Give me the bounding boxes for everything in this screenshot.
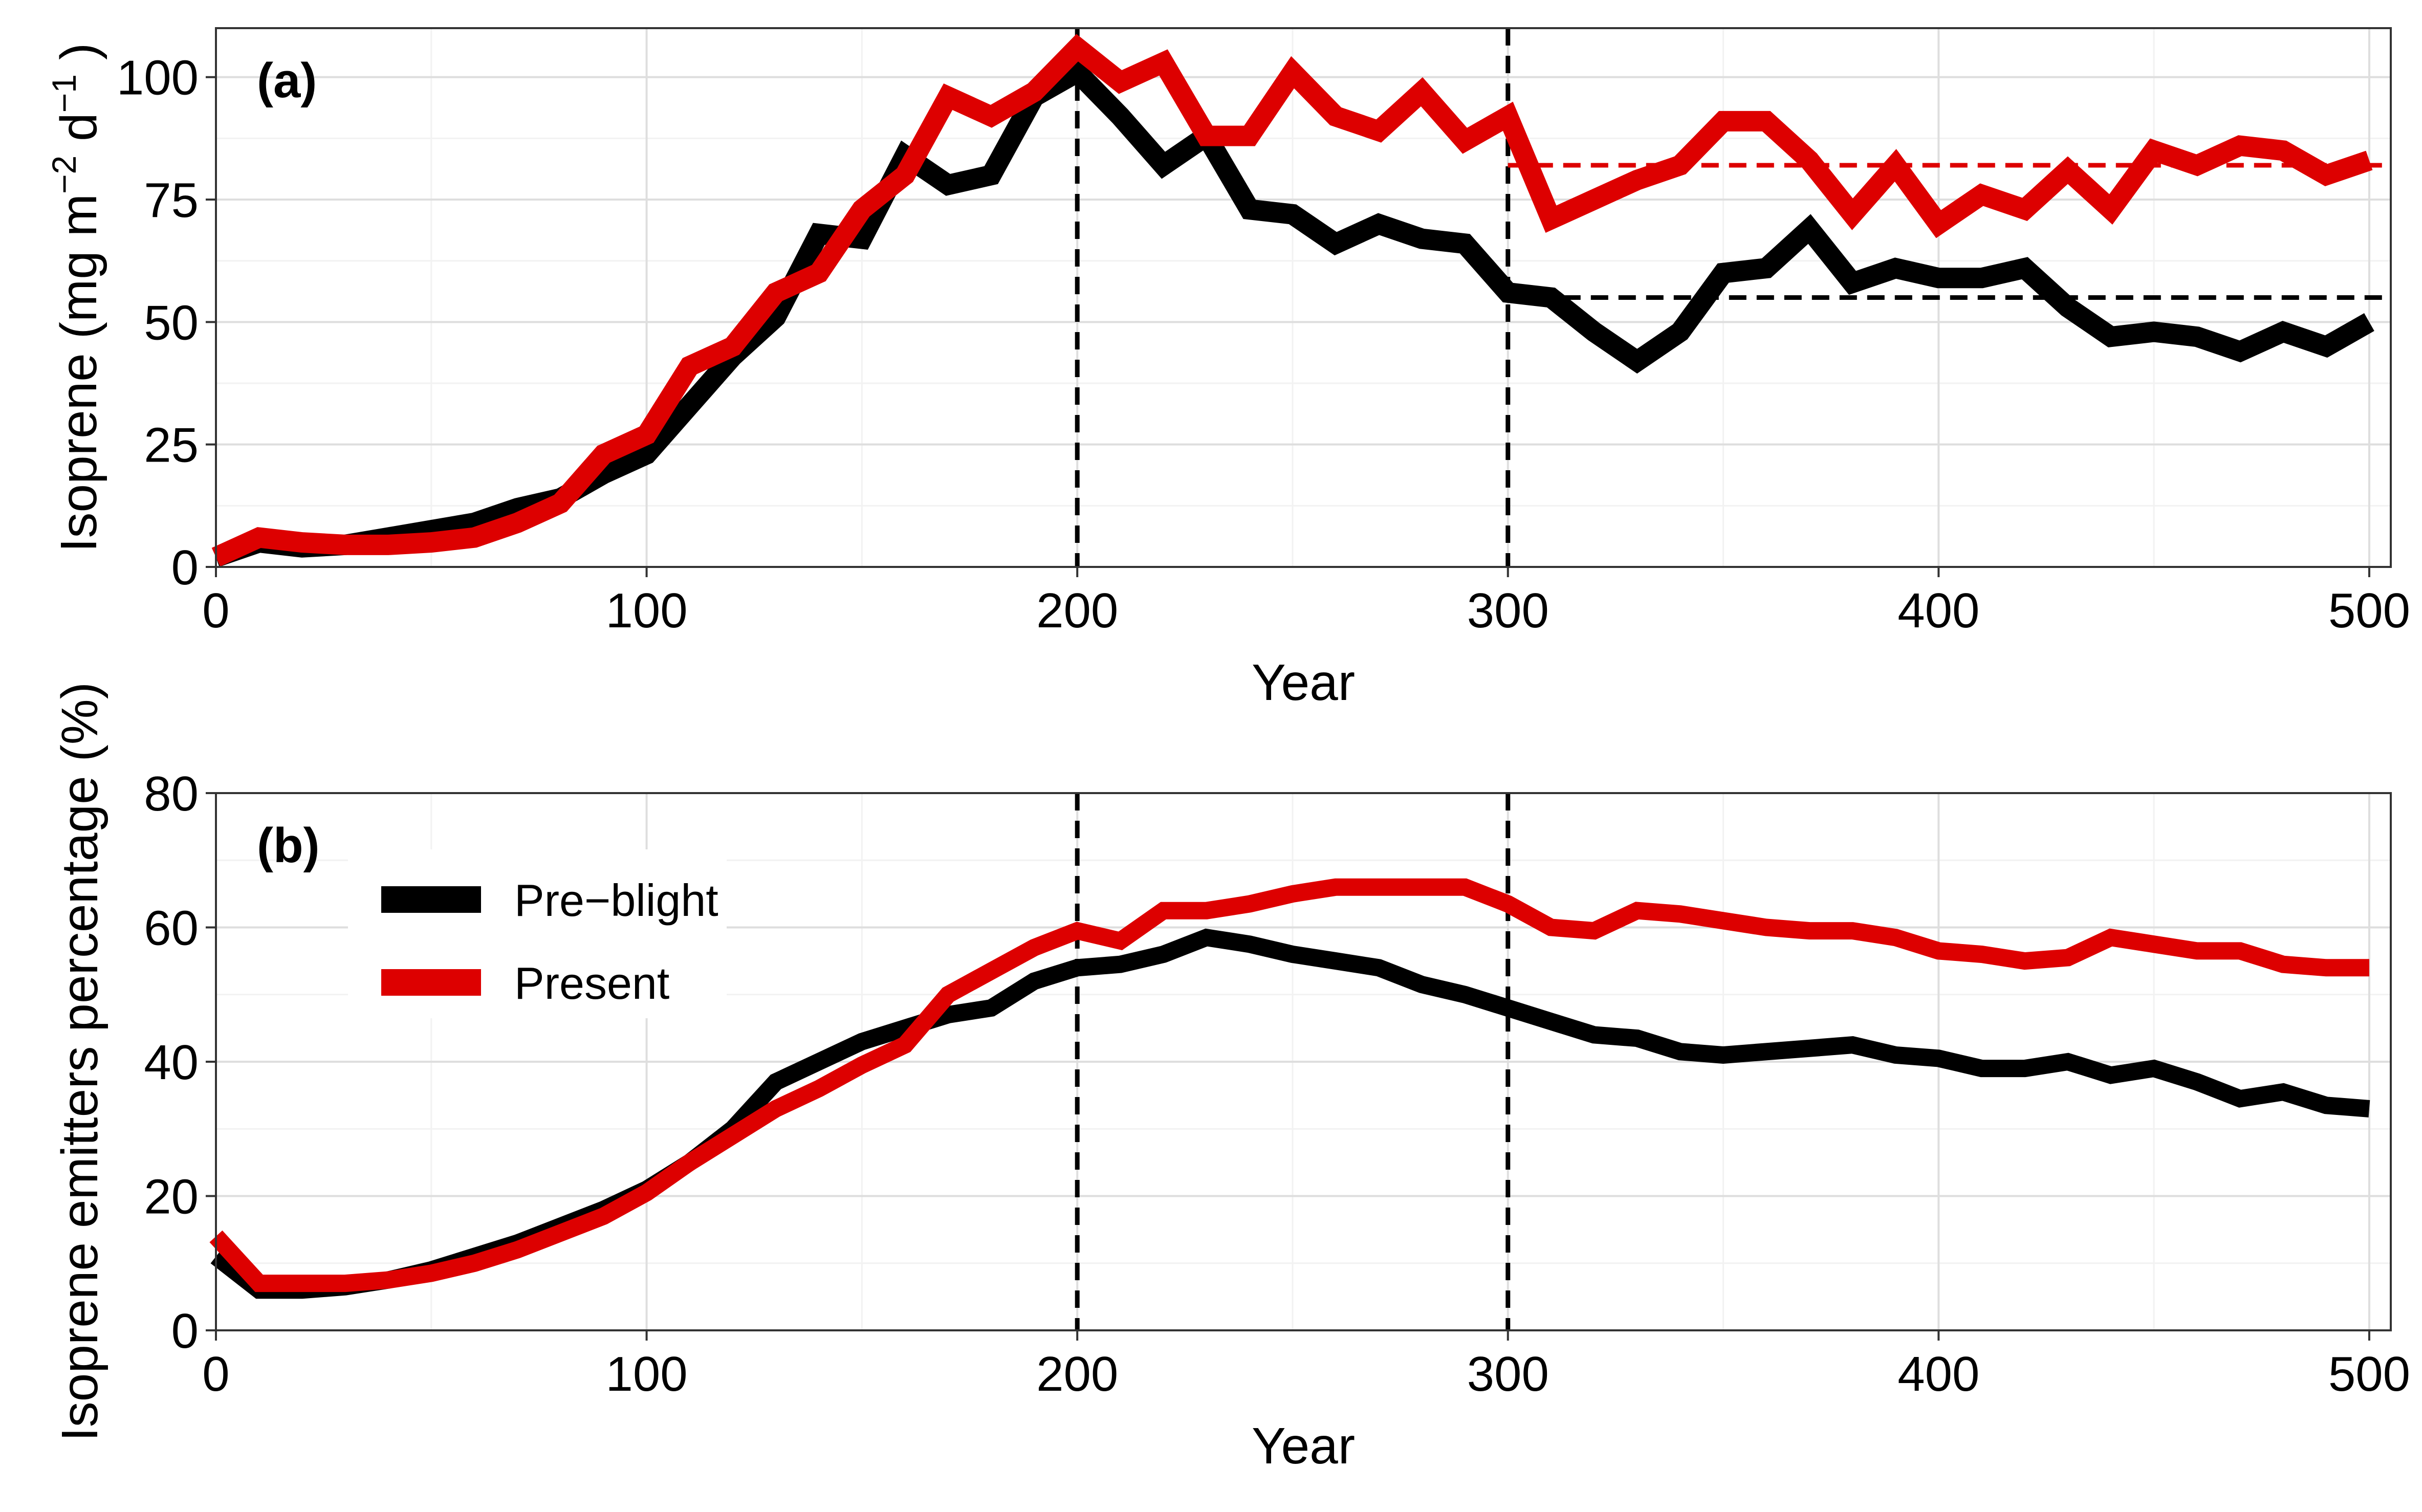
panel-b-y-axis-title: Isoprene emitters percentage (%) (51, 682, 108, 1441)
x-tick-label: 100 (605, 583, 687, 638)
panel-a-label: (a) (257, 53, 317, 108)
panel-b-x-axis-title: Year (1252, 1417, 1355, 1475)
y-tick-label: 100 (117, 51, 199, 105)
x-tick-label: 500 (2328, 583, 2410, 638)
panel-a-x-axis-title: Year (1252, 654, 1355, 711)
x-tick-label: 0 (202, 583, 229, 638)
panel-b-reference-lines (1075, 793, 1511, 1330)
legend-label-present: Present (514, 958, 669, 1009)
y-tick-label: 80 (144, 766, 199, 821)
panel-a-y-title-part2: d (50, 113, 107, 155)
panel-a-x-axis: 0 100 200 300 400 500 (202, 567, 2410, 638)
y-tick-label: 0 (171, 1304, 199, 1358)
x-tick-label: 300 (1467, 1347, 1549, 1401)
panel-a-series-lines (211, 34, 2374, 567)
x-tick-label: 0 (202, 1347, 229, 1401)
panel-b-x-axis: 0 100 200 300 400 500 (202, 1330, 2410, 1401)
y-tick-label: 40 (144, 1035, 199, 1090)
panel-b-label: (b) (257, 818, 320, 873)
panel-a-minor-grid (216, 28, 2391, 567)
x-tick-label: 300 (1467, 583, 1549, 638)
y-tick-label: 20 (144, 1170, 199, 1224)
legend: Pre−blight Present (348, 849, 727, 1018)
panel-a-y-title-part1: Isoprene (mg m (50, 194, 107, 552)
x-tick-label: 400 (1897, 1347, 1979, 1401)
panel-a-isoprene-emissions: 0 100 200 300 400 500 0 25 50 75 100 (a) Year Iso… (45, 27, 2410, 711)
x-tick-label: 200 (1036, 1347, 1118, 1401)
y-tick-label: 0 (171, 540, 199, 595)
y-tick-label: 50 (144, 295, 199, 350)
y-tick-label: 25 (144, 418, 199, 473)
y-tick-label: 60 (144, 901, 199, 956)
x-tick-label: 500 (2328, 1347, 2410, 1401)
panel-a-y-axis: 0 25 50 75 100 (117, 51, 216, 595)
panel-b-isoprene-emitters: 0 100 200 300 400 500 0 20 40 60 80 (b) Year Isop… (51, 682, 2410, 1475)
panel-a-y-axis-title: Isoprene (mg m−2 d−1) (45, 43, 107, 552)
x-tick-label: 100 (605, 1347, 687, 1401)
panel-b-y-axis: 0 20 40 60 80 (144, 766, 216, 1358)
x-tick-label: 400 (1897, 583, 1979, 638)
panel-a-y-title-part3: ) (50, 43, 107, 60)
panel-a-y-title-sup2: −1 (45, 74, 83, 113)
series-line-present (209, 878, 2369, 1292)
y-tick-label: 75 (144, 173, 199, 228)
panel-b-series-lines (209, 878, 2370, 1299)
legend-label-pre-blight: Pre−blight (514, 875, 718, 926)
series-line-present (211, 34, 2373, 567)
panel-a-y-title-sup1: −2 (45, 156, 83, 194)
x-tick-label: 200 (1036, 583, 1118, 638)
panel-a-plot-frame (215, 27, 2392, 568)
